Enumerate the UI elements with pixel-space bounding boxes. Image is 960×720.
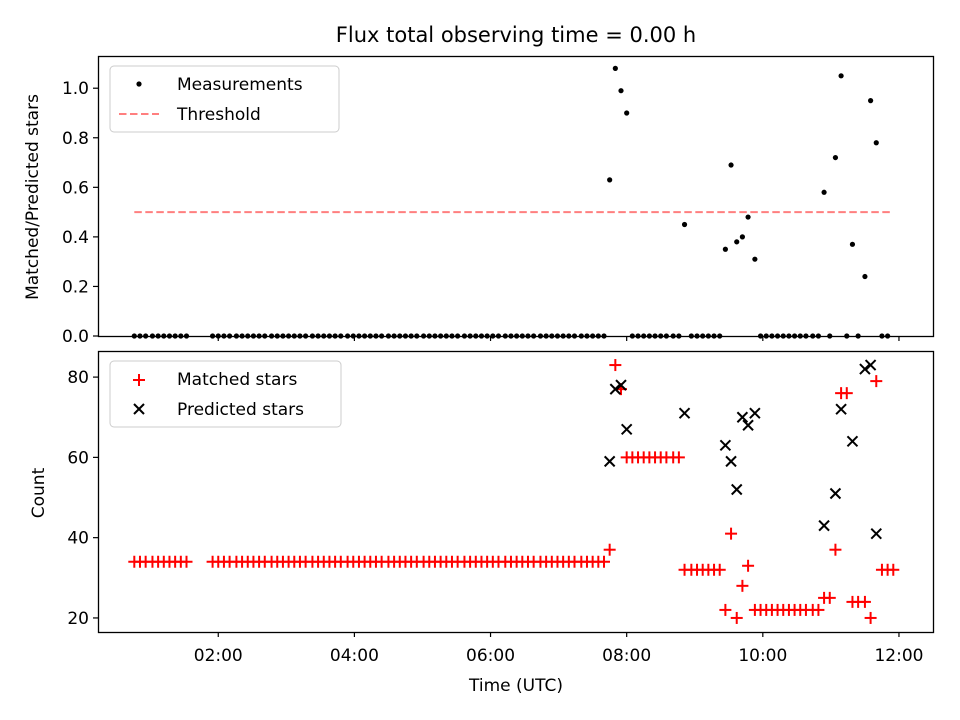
measurements-point bbox=[722, 246, 728, 252]
measurements-point bbox=[849, 241, 856, 247]
predicted-stars-marker bbox=[620, 423, 633, 435]
bottom-y-axis-label: Count bbox=[29, 467, 49, 518]
bottom-y-axis: 20 40 60 80 bbox=[67, 368, 98, 629]
predicted-stars-marker bbox=[829, 487, 842, 500]
predicted-stars-marker bbox=[678, 407, 691, 419]
figure-title: Flux total observing time = 0.00 h bbox=[336, 23, 696, 47]
measurements-point bbox=[862, 273, 868, 280]
matched-stars-marker bbox=[180, 555, 193, 568]
measurements-point bbox=[752, 256, 758, 262]
matched-stars-marker bbox=[597, 555, 610, 568]
measurements-point bbox=[832, 154, 839, 161]
x-tick-label: 12:00 bbox=[874, 646, 923, 666]
top-axes-frame bbox=[97, 55, 935, 338]
measurements-point bbox=[821, 189, 827, 195]
matched-stars-marker bbox=[858, 595, 871, 608]
matched-stars-marker bbox=[713, 563, 726, 576]
matched-stars-marker bbox=[719, 603, 732, 616]
x-tick-label: 02:00 bbox=[194, 646, 243, 666]
top-legend-box bbox=[109, 65, 340, 133]
bottom-axes-frame bbox=[97, 350, 935, 634]
measurements-point bbox=[873, 140, 879, 146]
measurements-point bbox=[734, 239, 740, 245]
matched-stars-marker bbox=[829, 543, 842, 556]
matched-stars-marker bbox=[736, 579, 749, 592]
matched-stars-marker bbox=[725, 527, 738, 540]
x-tick-label: 06:00 bbox=[466, 646, 515, 666]
predicted-stars-marker bbox=[725, 455, 737, 468]
matched-stars-marker bbox=[887, 563, 900, 576]
measurements-point bbox=[618, 88, 624, 94]
measurements-point bbox=[607, 177, 613, 183]
bottom-plot-marks bbox=[128, 359, 900, 624]
predicted-stars-marker bbox=[609, 383, 622, 395]
y-tick-label: 60 bbox=[67, 448, 89, 468]
predicted-stars-marker bbox=[818, 519, 830, 532]
bottom-x-axis: 02:00 04:00 06:00 08:00 10:00 12:00 bbox=[194, 632, 923, 666]
matched-stars-marker bbox=[730, 611, 743, 624]
legend-matched-label: Matched stars bbox=[177, 370, 297, 390]
x-tick-label: 04:00 bbox=[330, 646, 379, 666]
predicted-stars-marker bbox=[603, 455, 616, 468]
top-panel: 0.0 0.2 0.4 0.6 0.8 1.0 Matched/Predicted sta… bbox=[23, 55, 935, 347]
measurements-point bbox=[745, 214, 751, 220]
measurements-point bbox=[624, 110, 630, 116]
y-tick-label: 0.0 bbox=[62, 327, 89, 347]
matched-stars-marker bbox=[672, 451, 685, 464]
top-y-axis-label: Matched/Predicted stars bbox=[23, 94, 43, 300]
measurements-point bbox=[739, 234, 746, 240]
predicted-stars-marker bbox=[835, 403, 847, 415]
y-tick-label: 1.0 bbox=[62, 79, 89, 99]
legend-predicted-label: Predicted stars bbox=[177, 400, 304, 420]
x-tick-label: 10:00 bbox=[738, 646, 787, 666]
predicted-stars-marker bbox=[615, 379, 627, 391]
predicted-stars-marker bbox=[736, 411, 749, 423]
x-tick-label: 08:00 bbox=[602, 646, 651, 666]
predicted-stars-marker bbox=[742, 419, 754, 431]
predicted-stars-marker bbox=[870, 527, 882, 540]
matched-stars-marker bbox=[742, 559, 755, 572]
legend-predicted-marker bbox=[133, 403, 145, 415]
matched-stars-marker bbox=[840, 387, 853, 400]
y-tick-label: 0.4 bbox=[62, 228, 89, 248]
matched-stars-marker bbox=[823, 591, 836, 604]
y-tick-label: 80 bbox=[67, 368, 89, 388]
top-legend: Measurements Threshold bbox=[109, 65, 340, 133]
y-tick-label: 0.2 bbox=[62, 277, 89, 297]
predicted-stars-marker bbox=[719, 439, 732, 452]
y-tick-label: 0.6 bbox=[62, 178, 89, 198]
predicted-stars-marker bbox=[859, 363, 871, 375]
predicted-stars-marker bbox=[731, 483, 743, 496]
y-tick-label: 40 bbox=[67, 529, 89, 549]
matched-stars-marker bbox=[870, 375, 883, 388]
measurements-point bbox=[838, 73, 844, 79]
bottom-legend: Matched stars Predicted stars bbox=[109, 360, 342, 428]
measurements-point bbox=[728, 162, 734, 168]
measurements-point bbox=[681, 221, 688, 228]
matched-stars-marker bbox=[603, 543, 616, 556]
matched-stars-marker bbox=[609, 359, 622, 372]
top-y-axis: 0.0 0.2 0.4 0.6 0.8 1.0 bbox=[62, 79, 98, 347]
top-x-ticks bbox=[217, 336, 900, 341]
matched-stars-marker bbox=[812, 603, 825, 616]
measurements-point bbox=[612, 65, 618, 71]
bottom-legend-box bbox=[109, 360, 342, 428]
y-tick-label: 0.8 bbox=[62, 129, 89, 149]
predicted-stars-marker bbox=[749, 407, 761, 419]
x-axis-label: Time (UTC) bbox=[468, 676, 563, 696]
y-tick-label: 20 bbox=[67, 609, 89, 629]
predicted-stars-marker bbox=[846, 435, 859, 448]
measurements-point bbox=[868, 98, 874, 104]
legend-measurements-label: Measurements bbox=[177, 75, 303, 95]
legend-threshold-label: Threshold bbox=[176, 105, 261, 125]
predicted-stars-marker bbox=[864, 359, 877, 371]
matched-stars-marker bbox=[864, 611, 877, 624]
legend-measurements-marker bbox=[136, 81, 142, 87]
legend-matched-marker bbox=[133, 374, 145, 386]
